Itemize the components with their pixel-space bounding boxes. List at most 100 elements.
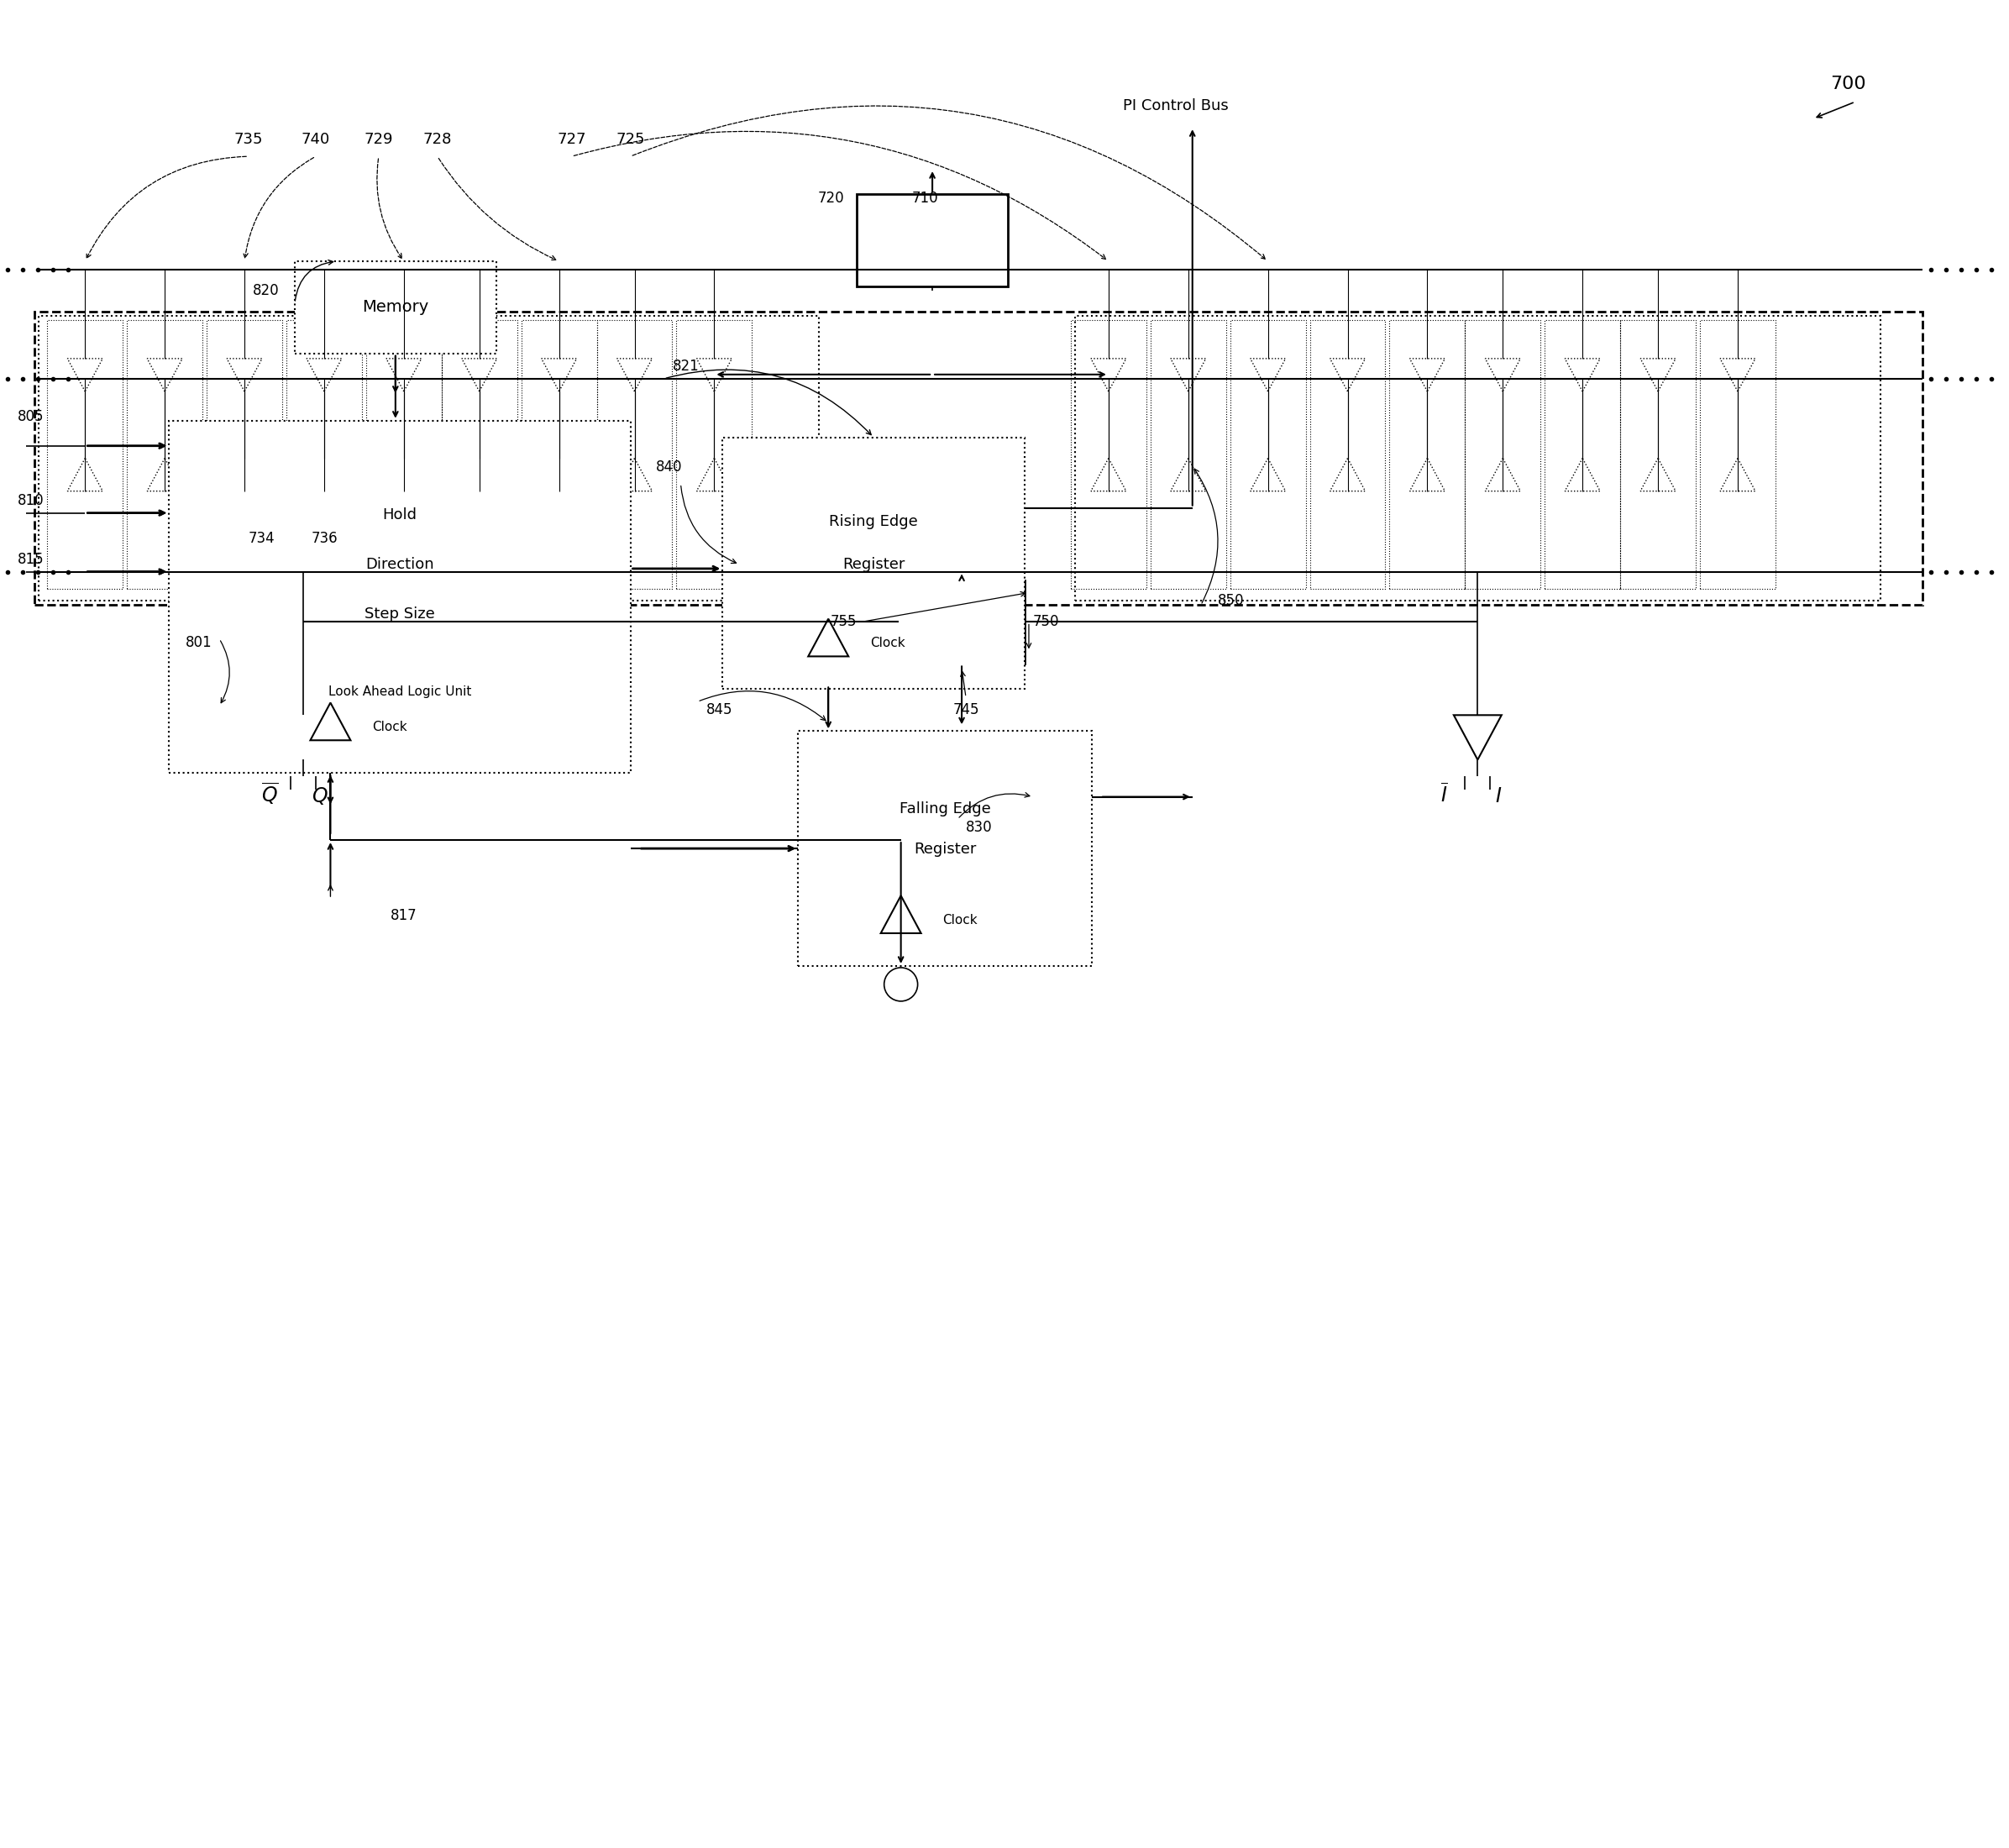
Polygon shape xyxy=(540,359,577,392)
Text: 736: 736 xyxy=(311,530,338,545)
Text: 745: 745 xyxy=(952,702,978,717)
Bar xyxy=(520,320,597,588)
Polygon shape xyxy=(1410,359,1444,392)
Text: Look Ahead Logic Unit: Look Ahead Logic Unit xyxy=(327,686,472,699)
Bar xyxy=(1230,320,1306,588)
Polygon shape xyxy=(1720,458,1756,492)
Polygon shape xyxy=(697,458,731,492)
Polygon shape xyxy=(147,359,183,392)
Bar xyxy=(677,320,751,588)
Bar xyxy=(1071,320,1147,588)
Polygon shape xyxy=(1410,458,1444,492)
Text: 755: 755 xyxy=(830,614,858,630)
Polygon shape xyxy=(227,359,261,392)
Text: 727: 727 xyxy=(556,131,587,148)
Bar xyxy=(1310,320,1386,588)
Bar xyxy=(127,320,203,588)
Bar xyxy=(1151,320,1225,588)
Text: Clock: Clock xyxy=(372,721,408,734)
Text: 725: 725 xyxy=(617,131,645,148)
Polygon shape xyxy=(68,359,102,392)
Text: $Q$: $Q$ xyxy=(311,785,327,806)
Polygon shape xyxy=(1171,359,1205,392)
Polygon shape xyxy=(1485,359,1521,392)
Text: 728: 728 xyxy=(424,131,452,148)
Text: Hold: Hold xyxy=(382,508,416,523)
Text: $\overline{Q}$: $\overline{Q}$ xyxy=(261,782,279,806)
Text: 810: 810 xyxy=(18,493,44,508)
Bar xyxy=(207,320,281,588)
Text: 817: 817 xyxy=(390,907,418,924)
Bar xyxy=(366,320,442,588)
Text: Falling Edge: Falling Edge xyxy=(900,802,990,817)
Text: Clock: Clock xyxy=(870,638,906,649)
Bar xyxy=(169,421,631,772)
Text: 830: 830 xyxy=(966,821,992,835)
Text: Memory: Memory xyxy=(362,299,428,316)
Polygon shape xyxy=(617,359,653,392)
Polygon shape xyxy=(1565,359,1599,392)
Text: 740: 740 xyxy=(301,131,329,148)
Text: 850: 850 xyxy=(1217,593,1244,608)
Polygon shape xyxy=(68,458,102,492)
Polygon shape xyxy=(617,458,653,492)
Text: 720: 720 xyxy=(818,190,844,205)
Text: 840: 840 xyxy=(655,458,681,475)
Bar xyxy=(1545,320,1619,588)
Text: 729: 729 xyxy=(364,131,394,148)
Polygon shape xyxy=(1565,458,1599,492)
Text: 821: 821 xyxy=(673,359,699,373)
Polygon shape xyxy=(1330,359,1366,392)
Text: 734: 734 xyxy=(247,530,275,545)
Bar xyxy=(1465,320,1541,588)
Text: 815: 815 xyxy=(18,551,44,567)
Polygon shape xyxy=(1641,458,1676,492)
Text: Register: Register xyxy=(914,841,976,857)
Polygon shape xyxy=(1485,458,1521,492)
Polygon shape xyxy=(386,458,422,492)
Polygon shape xyxy=(1455,715,1501,760)
Polygon shape xyxy=(279,715,327,760)
Bar xyxy=(898,580,1025,663)
Polygon shape xyxy=(1250,359,1286,392)
Text: Direction: Direction xyxy=(366,556,434,573)
Text: PI Control Bus: PI Control Bus xyxy=(1123,98,1227,113)
Bar xyxy=(442,320,516,588)
Text: 710: 710 xyxy=(912,190,938,205)
Bar xyxy=(48,320,123,588)
Text: $\overline{I}$: $\overline{I}$ xyxy=(1440,784,1448,806)
Polygon shape xyxy=(227,458,261,492)
Bar xyxy=(38,316,820,601)
Text: 801: 801 xyxy=(185,636,213,650)
Text: 805: 805 xyxy=(18,408,44,423)
Text: 845: 845 xyxy=(705,702,733,717)
Bar xyxy=(1619,320,1696,588)
Polygon shape xyxy=(462,458,496,492)
Polygon shape xyxy=(880,896,920,933)
Polygon shape xyxy=(1330,458,1366,492)
Text: Register: Register xyxy=(842,556,904,571)
Polygon shape xyxy=(462,359,496,392)
Text: Step Size: Step Size xyxy=(364,606,434,621)
Bar xyxy=(597,320,673,588)
Polygon shape xyxy=(1641,359,1676,392)
Polygon shape xyxy=(309,702,352,741)
Text: Clock: Clock xyxy=(942,913,978,926)
Polygon shape xyxy=(307,458,342,492)
Text: 700: 700 xyxy=(1830,76,1866,92)
Bar xyxy=(1700,320,1776,588)
Polygon shape xyxy=(147,458,183,492)
Bar xyxy=(295,261,496,353)
Bar xyxy=(858,194,1009,286)
Polygon shape xyxy=(1171,458,1205,492)
Polygon shape xyxy=(540,458,577,492)
Text: $I$: $I$ xyxy=(1495,787,1503,806)
Polygon shape xyxy=(808,619,848,656)
Bar xyxy=(1075,316,1880,601)
Polygon shape xyxy=(1091,458,1127,492)
Polygon shape xyxy=(1091,359,1127,392)
Polygon shape xyxy=(697,359,731,392)
Bar xyxy=(34,312,1923,604)
Bar xyxy=(798,732,1091,967)
Polygon shape xyxy=(386,359,422,392)
